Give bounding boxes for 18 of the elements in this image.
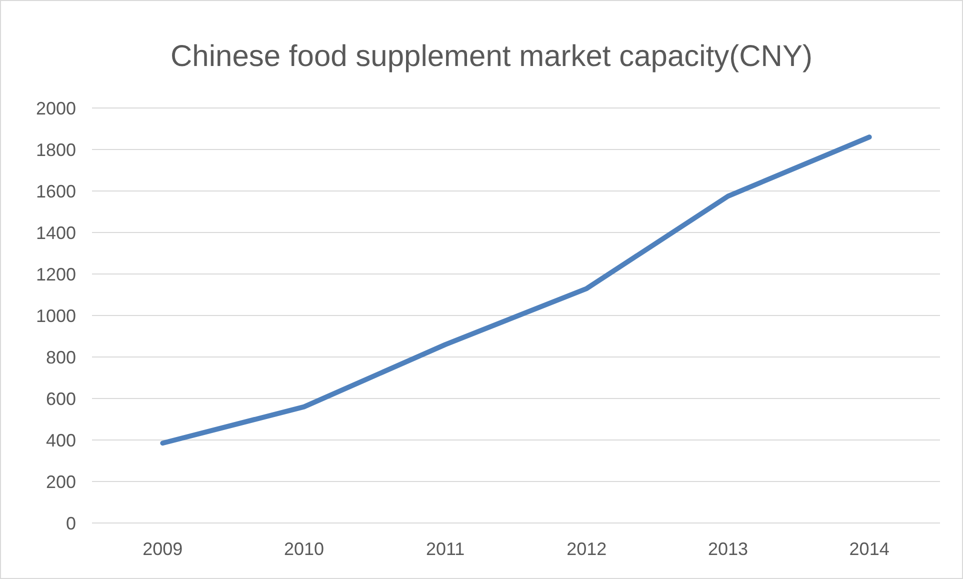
chart-title: Chinese food supplement market capacity(CNY) <box>170 40 812 73</box>
x-tick-label: 2014 <box>849 539 890 559</box>
y-tick-label: 0 <box>66 513 76 534</box>
y-tick-label: 1400 <box>36 222 76 243</box>
y-tick-label: 600 <box>46 388 76 409</box>
y-tick-label: 1600 <box>36 181 76 202</box>
x-tick-label: 2009 <box>142 539 183 559</box>
y-tick-label: 400 <box>46 430 76 450</box>
x-tick-label: 2010 <box>284 539 324 559</box>
y-tick-label: 1000 <box>36 306 76 326</box>
y-tick-label: 1800 <box>36 140 76 160</box>
y-tick-label: 800 <box>46 347 76 368</box>
y-tick-label: 200 <box>46 472 76 492</box>
x-tick-label: 2012 <box>566 539 607 559</box>
y-tick-label: 1200 <box>36 264 76 284</box>
x-tick-label: 2013 <box>708 539 748 559</box>
y-tick-label: 2000 <box>36 98 76 118</box>
x-tick-label: 2011 <box>426 539 465 559</box>
